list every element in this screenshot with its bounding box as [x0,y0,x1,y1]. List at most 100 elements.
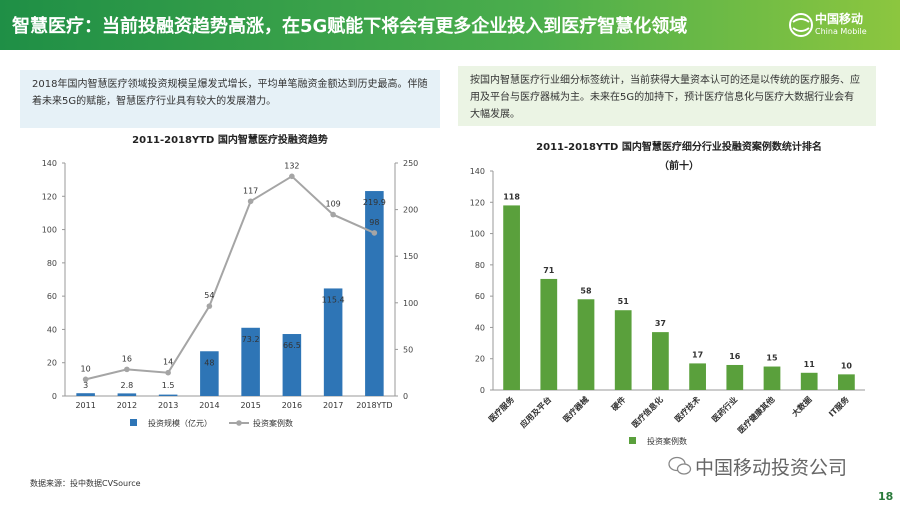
y2-tick-label: 150 [403,252,418,261]
line-marker [206,303,213,309]
line-label: 109 [325,200,340,209]
bar-label: 11 [804,360,816,369]
bar [117,393,137,396]
bar-label: 58 [580,286,592,295]
line-label: 98 [369,218,379,227]
logo-icon [789,13,813,37]
bar-label: 17 [692,350,703,359]
line-marker [82,376,89,383]
y2-tick-label: 0 [403,392,408,401]
line-marker [289,173,295,180]
bar-label: 48 [204,358,214,367]
bar [838,374,855,390]
left-text: 2018年国内智慧医疗领域投资规模呈爆发式增长，平均单笔融资金额达到历史最高。伴… [20,70,440,128]
chart-title: 2011-2018YTD 国内智慧医疗细分行业投融资案例数统计排名 [536,140,822,153]
y-tick-label: 140 [470,167,485,176]
bar-label: 15 [766,354,778,363]
line [85,175,375,381]
bar-label: 37 [655,319,666,328]
right-text: 按国内智慧医疗行业细分标签统计，当前获得大量资本认可的还是以传统的医疗服务、应用… [458,66,876,126]
bar [282,334,302,396]
bar [763,366,781,390]
bar-label: 219.9 [363,198,386,207]
x-tick-label: 医疗信息化 [629,394,664,429]
slide-title: 智慧医疗：当前投融资趋势高涨，在5G赋能下将会有更多企业投入到医疗智慧化领域 [12,16,688,37]
wechat-icon [668,456,692,475]
y-tick-label: 120 [42,192,57,201]
bar [800,372,818,390]
y2-tick-label: 100 [403,299,418,308]
y-tick-label: 0 [480,386,485,395]
bar [503,205,520,390]
watermark: 中国移动投资公司 [695,457,848,479]
bar-label: 10 [841,361,853,370]
x-tick-label: 医疗器械 [561,394,591,424]
bar-label: 1.5 [162,381,175,390]
bar [158,394,178,396]
x-tick-label: 大数据 [790,394,814,418]
legend-label: 投资案例数 [253,418,293,428]
x-tick-label: 2018YTD [356,401,392,410]
line-marker [371,230,378,236]
x-tick-label: 医疗技术 [672,394,702,424]
y-tick-label: 20 [47,359,57,368]
x-tick-label: 应用及平台 [518,394,553,429]
y-tick-label: 100 [470,230,485,239]
y-tick-label: 40 [47,325,57,334]
line-marker [124,366,130,373]
x-tick-label: 2012 [117,401,137,410]
bar [689,363,706,390]
x-tick-label: 2016 [282,401,302,410]
x-tick-label: 2011 [75,401,95,410]
x-tick-label: 硬件 [609,394,627,412]
bar-label: 73.2 [242,335,260,344]
bar [652,332,669,390]
bar-label: 3 [83,381,88,390]
line-label: 117 [243,186,258,195]
bar [614,310,632,390]
bar [241,327,260,396]
y-tick-label: 80 [47,259,57,268]
chart-title: 2011-2018YTD 国内智慧医疗投融资趋势 [132,133,328,146]
line-label: 10 [81,364,91,373]
page-number: 18 [878,490,894,503]
bar-label: 66.5 [283,341,301,350]
y-tick-label: 60 [475,292,485,301]
source: 数据来源：投中数据CVSource [30,479,141,488]
bar-label: 115.4 [322,295,345,304]
legend-label: 投资案例数 [647,436,687,446]
legend-swatch [130,419,137,426]
bar-label: 16 [729,352,741,361]
y-tick-label: 60 [47,292,57,301]
header-band: 智慧医疗：当前投融资趋势高涨，在5G赋能下将会有更多企业投入到医疗智慧化领域 中… [0,0,900,50]
line-label: 16 [122,354,132,363]
legend-swatch [236,420,242,426]
y-tick-label: 140 [42,159,57,168]
bar [76,393,95,396]
y2-tick-label: 200 [403,206,418,215]
y-tick-label: 40 [475,323,485,332]
bar [365,191,384,396]
legend-label: 投资规模（亿元） [148,418,212,428]
bar [577,299,595,390]
line-marker [165,369,171,376]
y2-tick-label: 250 [403,159,418,168]
x-tick-label: 医疗服务 [486,394,516,424]
bar [323,288,343,396]
x-tick-label: 2013 [158,401,178,410]
bar-label: 118 [503,192,520,201]
bar [200,351,219,396]
line-label: 14 [163,358,173,367]
x-tick-label: IT服务 [826,394,851,419]
x-tick-label: 2017 [323,401,343,410]
bar-label: 51 [618,297,630,306]
y-tick-label: 120 [470,198,485,207]
y-tick-label: 80 [475,261,485,270]
x-tick-label: 2014 [199,401,219,410]
logo-cn: 中国移动 [815,12,864,26]
bar-label: 71 [543,266,555,275]
y2-tick-label: 50 [403,345,413,354]
chart-subtitle: （前十） [659,159,699,172]
